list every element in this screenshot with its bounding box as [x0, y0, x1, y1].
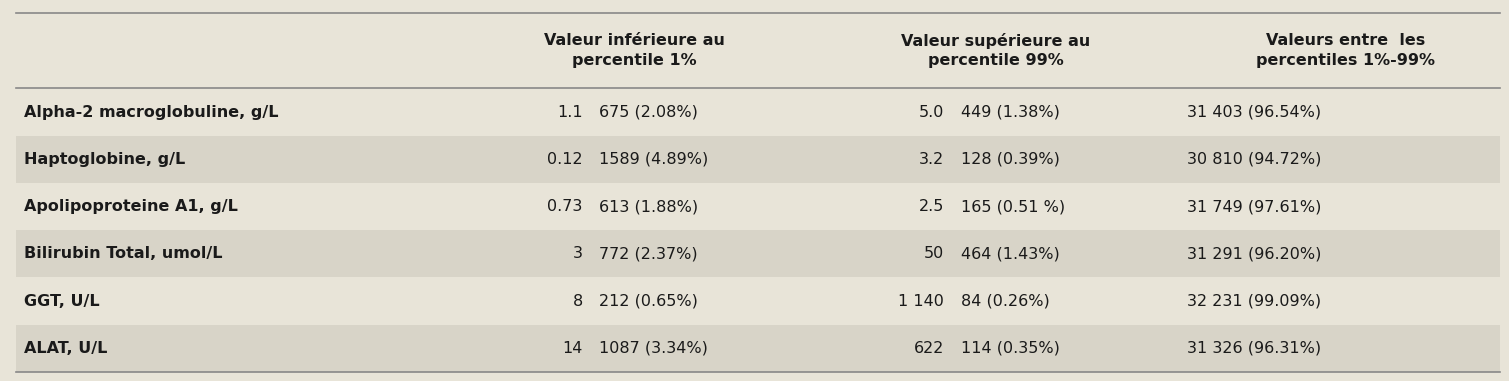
Text: 1087 (3.34%): 1087 (3.34%) [599, 341, 708, 356]
Text: 772 (2.37%): 772 (2.37%) [599, 247, 699, 261]
Text: 622: 622 [914, 341, 945, 356]
Bar [17, 325, 1500, 372]
Bar [17, 88, 1500, 136]
Text: Apolipoproteine A1, g/L: Apolipoproteine A1, g/L [24, 199, 238, 214]
Text: 675 (2.08%): 675 (2.08%) [599, 104, 699, 120]
Text: 2.5: 2.5 [919, 199, 945, 214]
Text: 464 (1.43%): 464 (1.43%) [961, 247, 1059, 261]
Text: 1589 (4.89%): 1589 (4.89%) [599, 152, 709, 167]
Text: 50: 50 [924, 247, 945, 261]
Text: 31 749 (97.61%): 31 749 (97.61%) [1186, 199, 1322, 214]
Text: 3: 3 [573, 247, 582, 261]
Text: ALAT, U/L: ALAT, U/L [24, 341, 107, 356]
Text: 3.2: 3.2 [919, 152, 945, 167]
Text: 0.73: 0.73 [548, 199, 582, 214]
Text: 5.0: 5.0 [919, 104, 945, 120]
Text: 31 326 (96.31%): 31 326 (96.31%) [1186, 341, 1320, 356]
Text: 32 231 (99.09%): 32 231 (99.09%) [1186, 294, 1320, 309]
Text: 165 (0.51 %): 165 (0.51 %) [961, 199, 1065, 214]
Text: Alpha-2 macroglobuline, g/L: Alpha-2 macroglobuline, g/L [24, 104, 279, 120]
Text: Haptoglobine, g/L: Haptoglobine, g/L [24, 152, 186, 167]
Bar [17, 277, 1500, 325]
Text: 31 291 (96.20%): 31 291 (96.20%) [1186, 247, 1322, 261]
Text: 1 140: 1 140 [898, 294, 945, 309]
Text: 0.12: 0.12 [548, 152, 582, 167]
Text: Valeur supérieure au
percentile 99%: Valeur supérieure au percentile 99% [901, 33, 1089, 69]
Text: 14: 14 [563, 341, 582, 356]
Text: 613 (1.88%): 613 (1.88%) [599, 199, 699, 214]
Text: 128 (0.39%): 128 (0.39%) [961, 152, 1059, 167]
Text: 114 (0.35%): 114 (0.35%) [961, 341, 1059, 356]
Bar [17, 183, 1500, 230]
Text: Valeur inférieure au
percentile 1%: Valeur inférieure au percentile 1% [543, 33, 724, 68]
Text: 30 810 (94.72%): 30 810 (94.72%) [1186, 152, 1322, 167]
Text: 8: 8 [572, 294, 582, 309]
Bar [17, 136, 1500, 183]
Text: 1.1: 1.1 [557, 104, 582, 120]
Text: Bilirubin Total, umol/L: Bilirubin Total, umol/L [24, 247, 222, 261]
Text: 212 (0.65%): 212 (0.65%) [599, 294, 699, 309]
Text: Valeurs entre  les
percentiles 1%-99%: Valeurs entre les percentiles 1%-99% [1255, 33, 1435, 68]
Text: 31 403 (96.54%): 31 403 (96.54%) [1186, 104, 1320, 120]
Text: 84 (0.26%): 84 (0.26%) [961, 294, 1050, 309]
Text: 449 (1.38%): 449 (1.38%) [961, 104, 1059, 120]
Bar [17, 230, 1500, 277]
Text: GGT, U/L: GGT, U/L [24, 294, 100, 309]
